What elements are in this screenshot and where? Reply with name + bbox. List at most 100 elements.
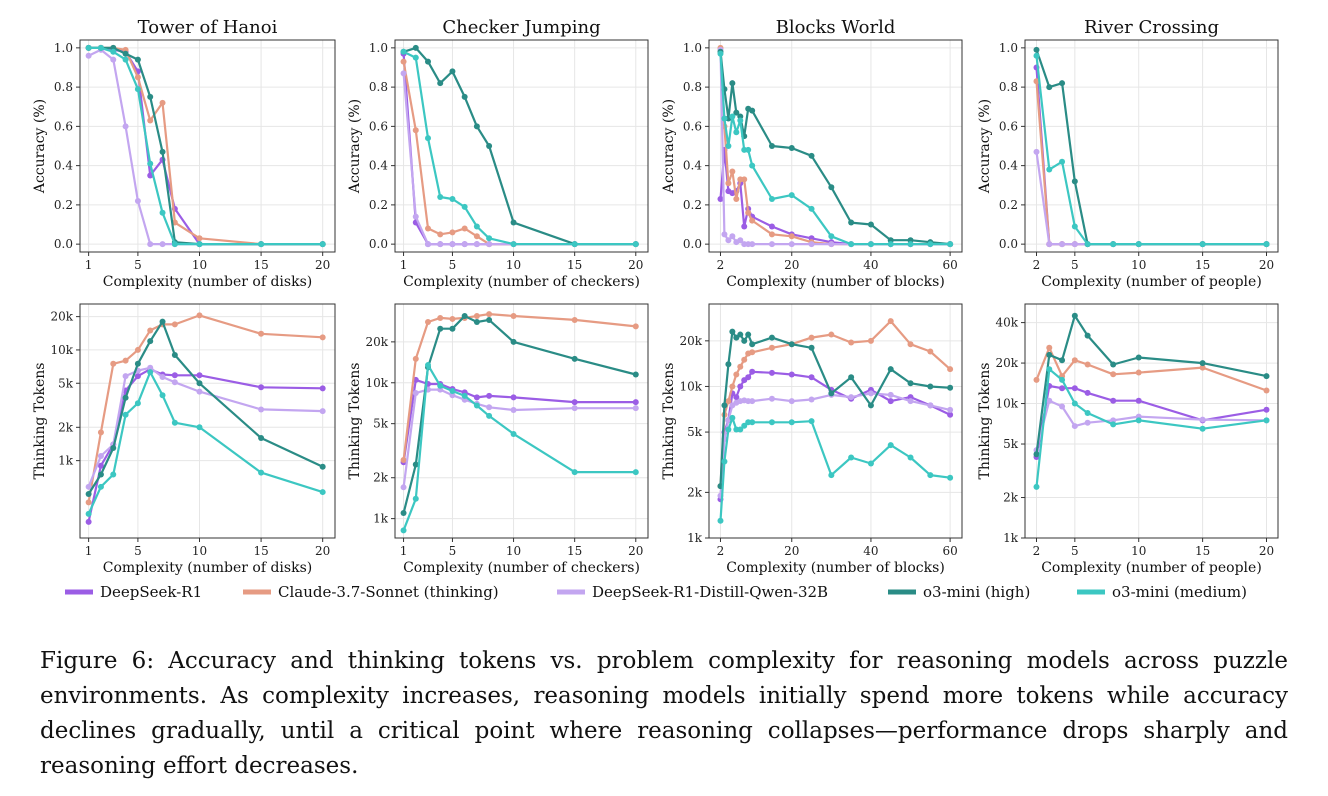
y-tick-label: 0.8 (54, 80, 73, 94)
series-o3h (400, 44, 639, 248)
data-point-o3h (729, 328, 736, 335)
y-tick-label: 0.4 (369, 159, 388, 173)
data-point-o3h (1071, 312, 1078, 319)
data-point-o3h (159, 148, 166, 155)
data-point-o3h (887, 366, 894, 373)
data-point-qwen (449, 392, 456, 399)
data-point-o3h (788, 341, 795, 348)
data-point-o3h (134, 360, 141, 367)
data-point-r1 (97, 462, 104, 469)
data-point-o3m (258, 241, 265, 248)
data-point-o3h (768, 143, 775, 149)
data-point-o3m (848, 454, 855, 461)
data-point-o3h (412, 44, 419, 51)
x-tick-label: 5 (134, 544, 142, 558)
data-point-o3m (947, 474, 954, 481)
legend-label: o3-mini (medium) (1112, 583, 1247, 601)
data-point-claude (1033, 78, 1040, 85)
data-point-o3m (1110, 241, 1117, 248)
y-tick-label: 0.6 (683, 119, 702, 133)
series-o3m (717, 50, 954, 248)
data-point-claude (729, 383, 736, 390)
x-tick-label: 1 (85, 258, 93, 272)
data-point-o3h (848, 219, 855, 226)
data-point-qwen (319, 408, 326, 415)
data-point-o3h (1046, 84, 1053, 91)
data-point-o3m (461, 392, 468, 399)
x-tick-label: 2 (1033, 258, 1041, 272)
legend-item-o3m: o3-mini (medium) (1077, 583, 1247, 601)
data-point-o3h (473, 123, 480, 130)
data-point-claude (1033, 376, 1040, 383)
x-tick-label: 5 (134, 258, 142, 272)
series-claude (400, 311, 639, 464)
data-point-claude (1071, 357, 1078, 364)
series-line-o3h (87, 320, 324, 495)
data-point-qwen (808, 241, 815, 248)
data-point-qwen (425, 241, 431, 248)
y-tick-label: 20k (679, 334, 702, 348)
data-point-o3m (196, 241, 203, 248)
data-point-claude (571, 316, 578, 323)
data-point-r1 (632, 399, 639, 406)
data-point-qwen (159, 373, 166, 380)
data-point-o3h (741, 337, 748, 344)
data-point-claude (425, 319, 431, 326)
y-tick-label: 2k (58, 420, 74, 434)
data-point-o3h (828, 184, 835, 191)
data-point-o3m (1084, 410, 1091, 417)
data-point-o3h (745, 331, 752, 338)
data-point-o3m (737, 117, 744, 124)
data-point-r1 (947, 411, 954, 418)
series-o3h (1033, 312, 1270, 458)
data-point-claude (110, 360, 117, 367)
series-line-o3h (1035, 314, 1267, 455)
data-point-o3h (425, 58, 431, 65)
x-tick-label: 20 (1259, 544, 1274, 558)
data-point-claude (425, 225, 431, 232)
data-point-claude (1084, 361, 1091, 368)
chart-panel-3: 2 20 40 60 0.0 0.2 0.4 0.6 0.8 1.0 Blocks World Com… (661, 17, 963, 290)
data-point-o3m (258, 469, 265, 476)
y-tick-label: 0.0 (999, 237, 1018, 251)
data-point-o3m (425, 362, 431, 369)
data-point-r1 (749, 368, 756, 375)
x-axis-label: Complexity (number of blocks) (726, 560, 945, 576)
data-point-o3m (571, 469, 578, 476)
data-point-o3m (473, 402, 480, 409)
data-point-o3m (171, 241, 178, 248)
data-point-claude (927, 348, 934, 355)
data-point-o3m (461, 203, 468, 210)
data-point-r1 (510, 394, 517, 401)
legend-label: DeepSeek-R1-Distill-Qwen-32B (592, 583, 828, 601)
data-point-o3h (632, 371, 639, 378)
x-tick-label: 2 (1033, 544, 1041, 558)
data-point-qwen (828, 241, 835, 248)
data-point-o3h (134, 56, 141, 63)
data-point-o3h (1110, 361, 1117, 368)
data-point-claude (749, 349, 756, 356)
data-point-o3h (1033, 46, 1040, 53)
data-point-r1 (1071, 385, 1078, 392)
data-point-qwen (122, 373, 129, 380)
series-o3m (1033, 52, 1270, 248)
data-point-r1 (319, 385, 326, 392)
series-line-claude (1035, 81, 1267, 246)
data-point-o3h (486, 143, 493, 149)
y-tick-label: 0.0 (369, 237, 388, 251)
x-tick-label: 10 (1131, 544, 1146, 558)
series-o3h (85, 318, 326, 497)
data-point-claude (1046, 344, 1053, 351)
data-point-o3m (1199, 425, 1206, 432)
data-point-claude (1135, 369, 1142, 376)
x-tick-label: 40 (863, 544, 878, 558)
data-point-o3m (848, 241, 855, 248)
chart-title: Checker Jumping (442, 17, 600, 38)
y-axis-label: Thinking Tokens (32, 363, 48, 480)
data-point-o3m (171, 419, 178, 426)
legend-item-r1: DeepSeek-R1 (65, 583, 202, 601)
data-point-o3h (258, 435, 265, 442)
data-point-o3m (721, 115, 728, 122)
y-tick-label: 20k (365, 335, 388, 349)
data-point-o3h (437, 80, 444, 87)
